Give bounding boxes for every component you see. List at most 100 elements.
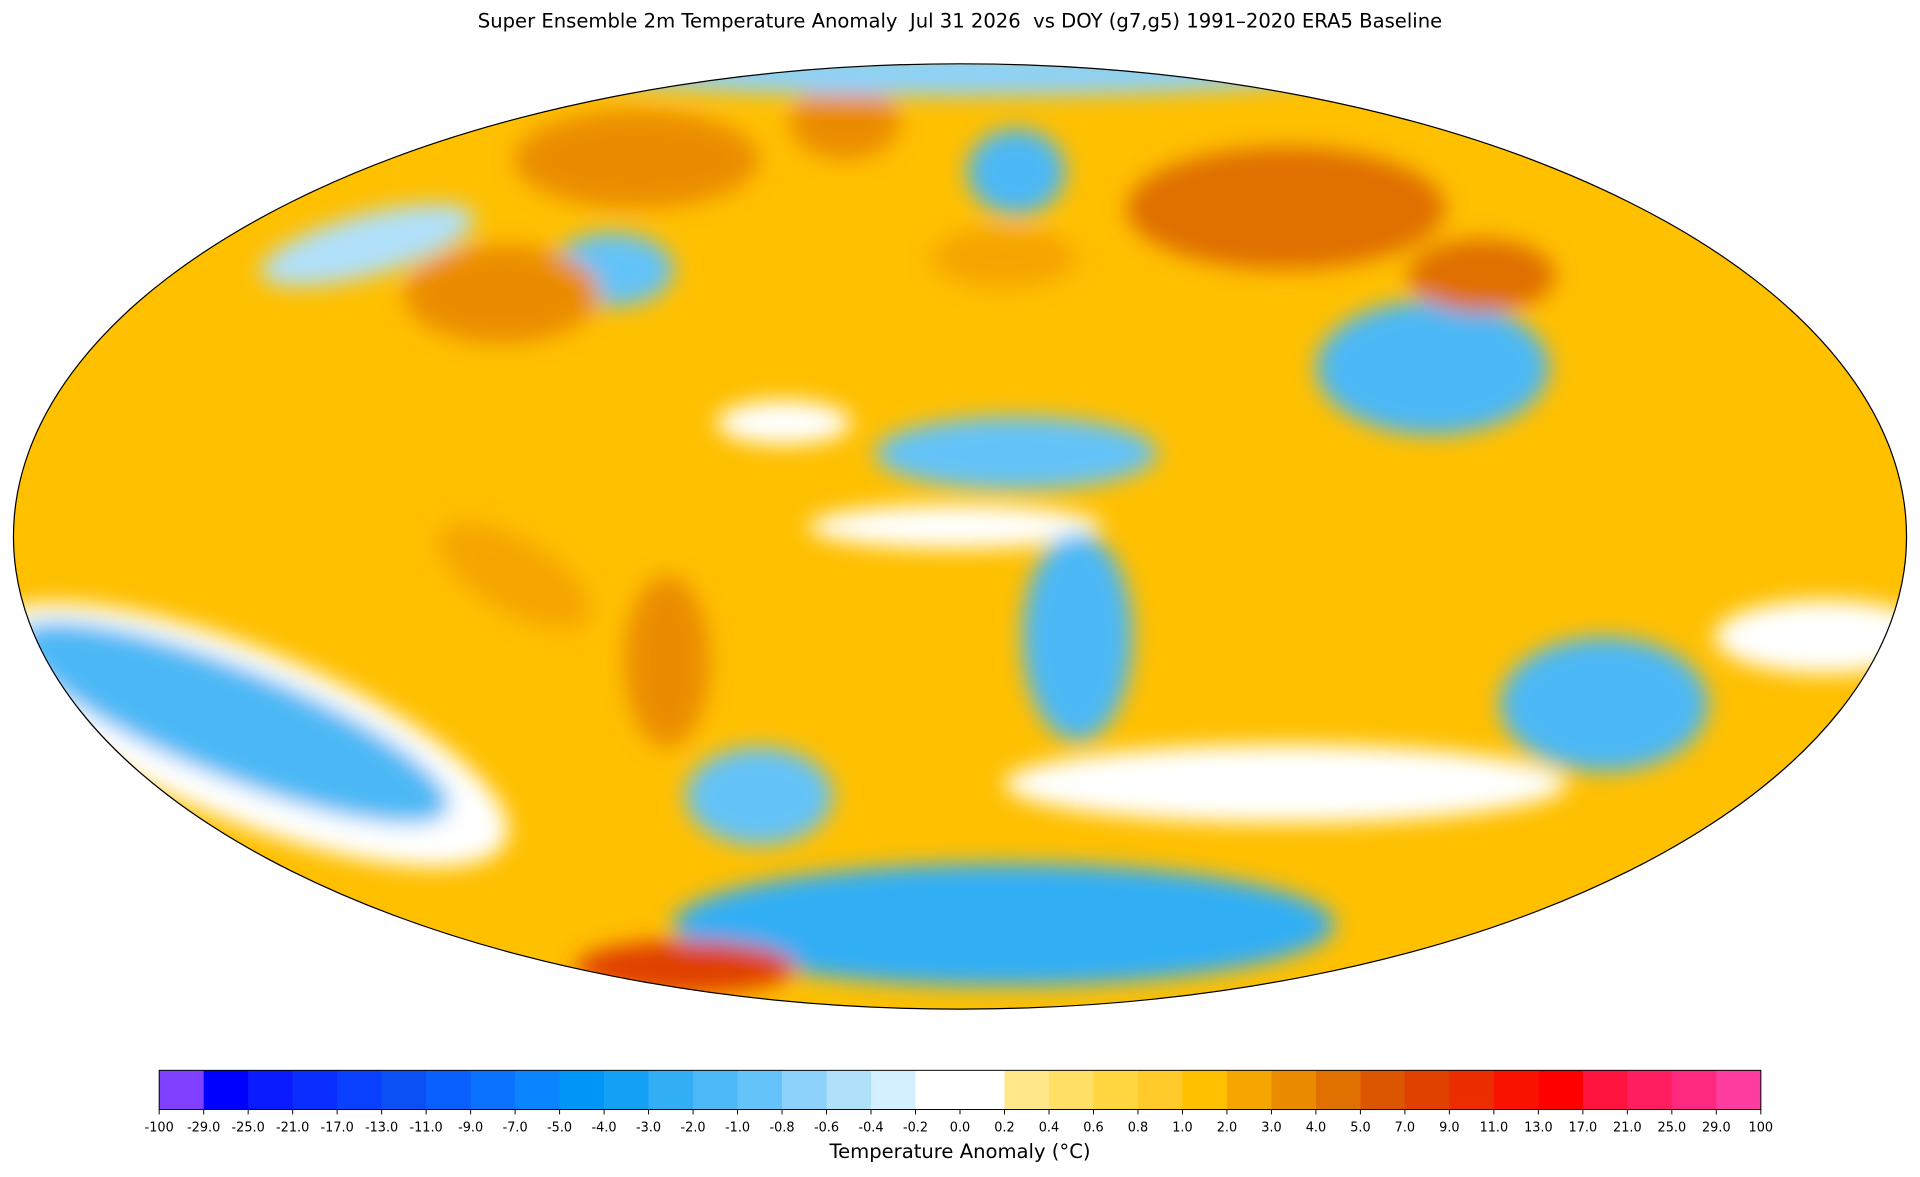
anomaly-region [930, 226, 1078, 288]
colorbar-bin [1182, 1070, 1228, 1110]
colorbar-bin [159, 1070, 205, 1110]
anomaly-region [1316, 300, 1549, 435]
colorbar-tick-label: -5.0 [547, 1120, 572, 1135]
anomaly-region [1022, 532, 1133, 741]
colorbar-tick-label: 5.0 [1350, 1120, 1370, 1135]
anomaly-region [808, 504, 1103, 549]
colorbar-tick-label: 0.6 [1083, 1120, 1103, 1135]
colorbar-tick-label: 9.0 [1439, 1120, 1459, 1135]
colorbar-tick-label: -4.0 [592, 1120, 617, 1135]
anomaly-region [404, 245, 600, 343]
colorbar-tick-label: -2.0 [681, 1120, 706, 1135]
colorbar-bin [1137, 1070, 1183, 1110]
colorbar-tick-label: 0.8 [1128, 1120, 1148, 1135]
title: Super Ensemble 2m Temperature Anomaly Ju… [478, 10, 1442, 33]
colorbar-bin [960, 1070, 1005, 1110]
anomaly-region [967, 128, 1066, 215]
anomaly-region [437, 522, 591, 630]
colorbar-tick-label: -1.0 [725, 1120, 750, 1135]
colorbar-bin [782, 1070, 827, 1110]
colorbar-tick-label: -0.2 [903, 1120, 928, 1135]
colorbar: -100 -29.0 -25.0 -21.0 -17.0 -13.0 -11.0 -9.0 -7… [145, 1069, 1774, 1135]
colorbar-tick-label: 1.0 [1172, 1120, 1192, 1135]
colorbar-bin [737, 1070, 783, 1110]
anomaly-region [673, 863, 1335, 986]
anomaly-region [1004, 744, 1568, 823]
anomaly-region [592, 63, 1328, 96]
colorbar-bin [1582, 1070, 1628, 1110]
colorbar-bin [1093, 1070, 1139, 1110]
colorbar-bin [1404, 1070, 1450, 1110]
colorbar-bin [1716, 1070, 1762, 1110]
colorbar-tick-label: -0.6 [814, 1120, 839, 1135]
colorbar-bin [1048, 1070, 1094, 1110]
colorbar-bin [604, 1070, 649, 1110]
anomaly-region [875, 416, 1158, 490]
colorbar-tick-label: -29.0 [187, 1120, 220, 1135]
anomaly-region [716, 400, 852, 445]
anomaly-region [15, 621, 450, 824]
colorbar-tick-label: -9.0 [458, 1120, 483, 1135]
colorbar-tick-label: -100 [145, 1120, 174, 1135]
colorbar-tick-label: 11.0 [1480, 1120, 1509, 1135]
map [13, 63, 1907, 1010]
colorbar-tick-label: -3.0 [636, 1120, 661, 1135]
anomaly-region [514, 110, 760, 209]
colorbar-bin [426, 1070, 471, 1110]
colorbar-bin [1004, 1070, 1050, 1110]
colorbar-bin [1226, 1070, 1272, 1110]
anomaly-region [789, 85, 900, 160]
colorbar-bin [515, 1070, 560, 1110]
colorbar-bin [648, 1070, 694, 1110]
colorbar-bin [292, 1070, 338, 1110]
anomaly-region [685, 747, 833, 846]
colorbar-bin [203, 1070, 249, 1110]
colorbar-bin [693, 1070, 738, 1110]
colorbar-bin [1449, 1070, 1495, 1110]
colorbar-bin [1315, 1070, 1361, 1110]
colorbar-tick-label: 3.0 [1261, 1120, 1281, 1135]
anomaly-region [624, 575, 711, 748]
colorbar-bin [871, 1070, 916, 1110]
anomaly-region [260, 203, 475, 287]
colorbar-tick-label: 17.0 [1569, 1120, 1598, 1135]
colorbar-tick-label: -0.8 [770, 1120, 795, 1135]
colorbar-tick-label: 2.0 [1217, 1120, 1237, 1135]
colorbar-bin [248, 1070, 294, 1110]
map-outline [12, 63, 1908, 1010]
colorbar-tick-label: 21.0 [1613, 1120, 1642, 1135]
colorbar-bin [470, 1070, 516, 1110]
colorbar-tick-label: 29.0 [1702, 1120, 1731, 1135]
colorbar-bin [1271, 1070, 1317, 1110]
colorbar-tick-label: 100 [1749, 1120, 1774, 1135]
colorbar-bin [1360, 1070, 1406, 1110]
colorbar-tick-label: 0.0 [950, 1120, 970, 1135]
colorbar-tick-label: 25.0 [1658, 1120, 1687, 1135]
anomaly-region [1500, 636, 1709, 772]
colorbar-tick-label: -25.0 [232, 1120, 265, 1135]
colorbar-bin [381, 1070, 427, 1110]
colorbar-tick-label: -7.0 [503, 1120, 528, 1135]
anomaly-region [1126, 147, 1445, 270]
anomaly-region [575, 940, 796, 995]
colorbar-tick-label: -13.0 [365, 1120, 398, 1135]
colorbar-bin [1538, 1070, 1584, 1110]
colorbar-tick-label: 4.0 [1306, 1120, 1326, 1135]
colorbar-bin [559, 1070, 605, 1110]
colorbar-bin [1493, 1070, 1539, 1110]
colorbar-bin [1627, 1070, 1673, 1110]
colorbar-bin [826, 1070, 872, 1110]
colorbar-tick-label: 7.0 [1395, 1120, 1415, 1135]
colorbar-bin [337, 1070, 382, 1110]
colorbar-tick-label: -21.0 [276, 1120, 309, 1135]
anomaly-region [1408, 238, 1556, 313]
colorbar-tick-label: 0.4 [1039, 1120, 1059, 1135]
colorbar-tick-label: -0.4 [858, 1120, 883, 1135]
colorbar-bin [1671, 1070, 1717, 1110]
colorbar-label: Temperature Anomaly (°C) [828, 1140, 1090, 1163]
anomaly-field [13, 63, 1907, 995]
colorbar-tick-label: -17.0 [321, 1120, 354, 1135]
colorbar-tick-label: 0.2 [994, 1120, 1014, 1135]
